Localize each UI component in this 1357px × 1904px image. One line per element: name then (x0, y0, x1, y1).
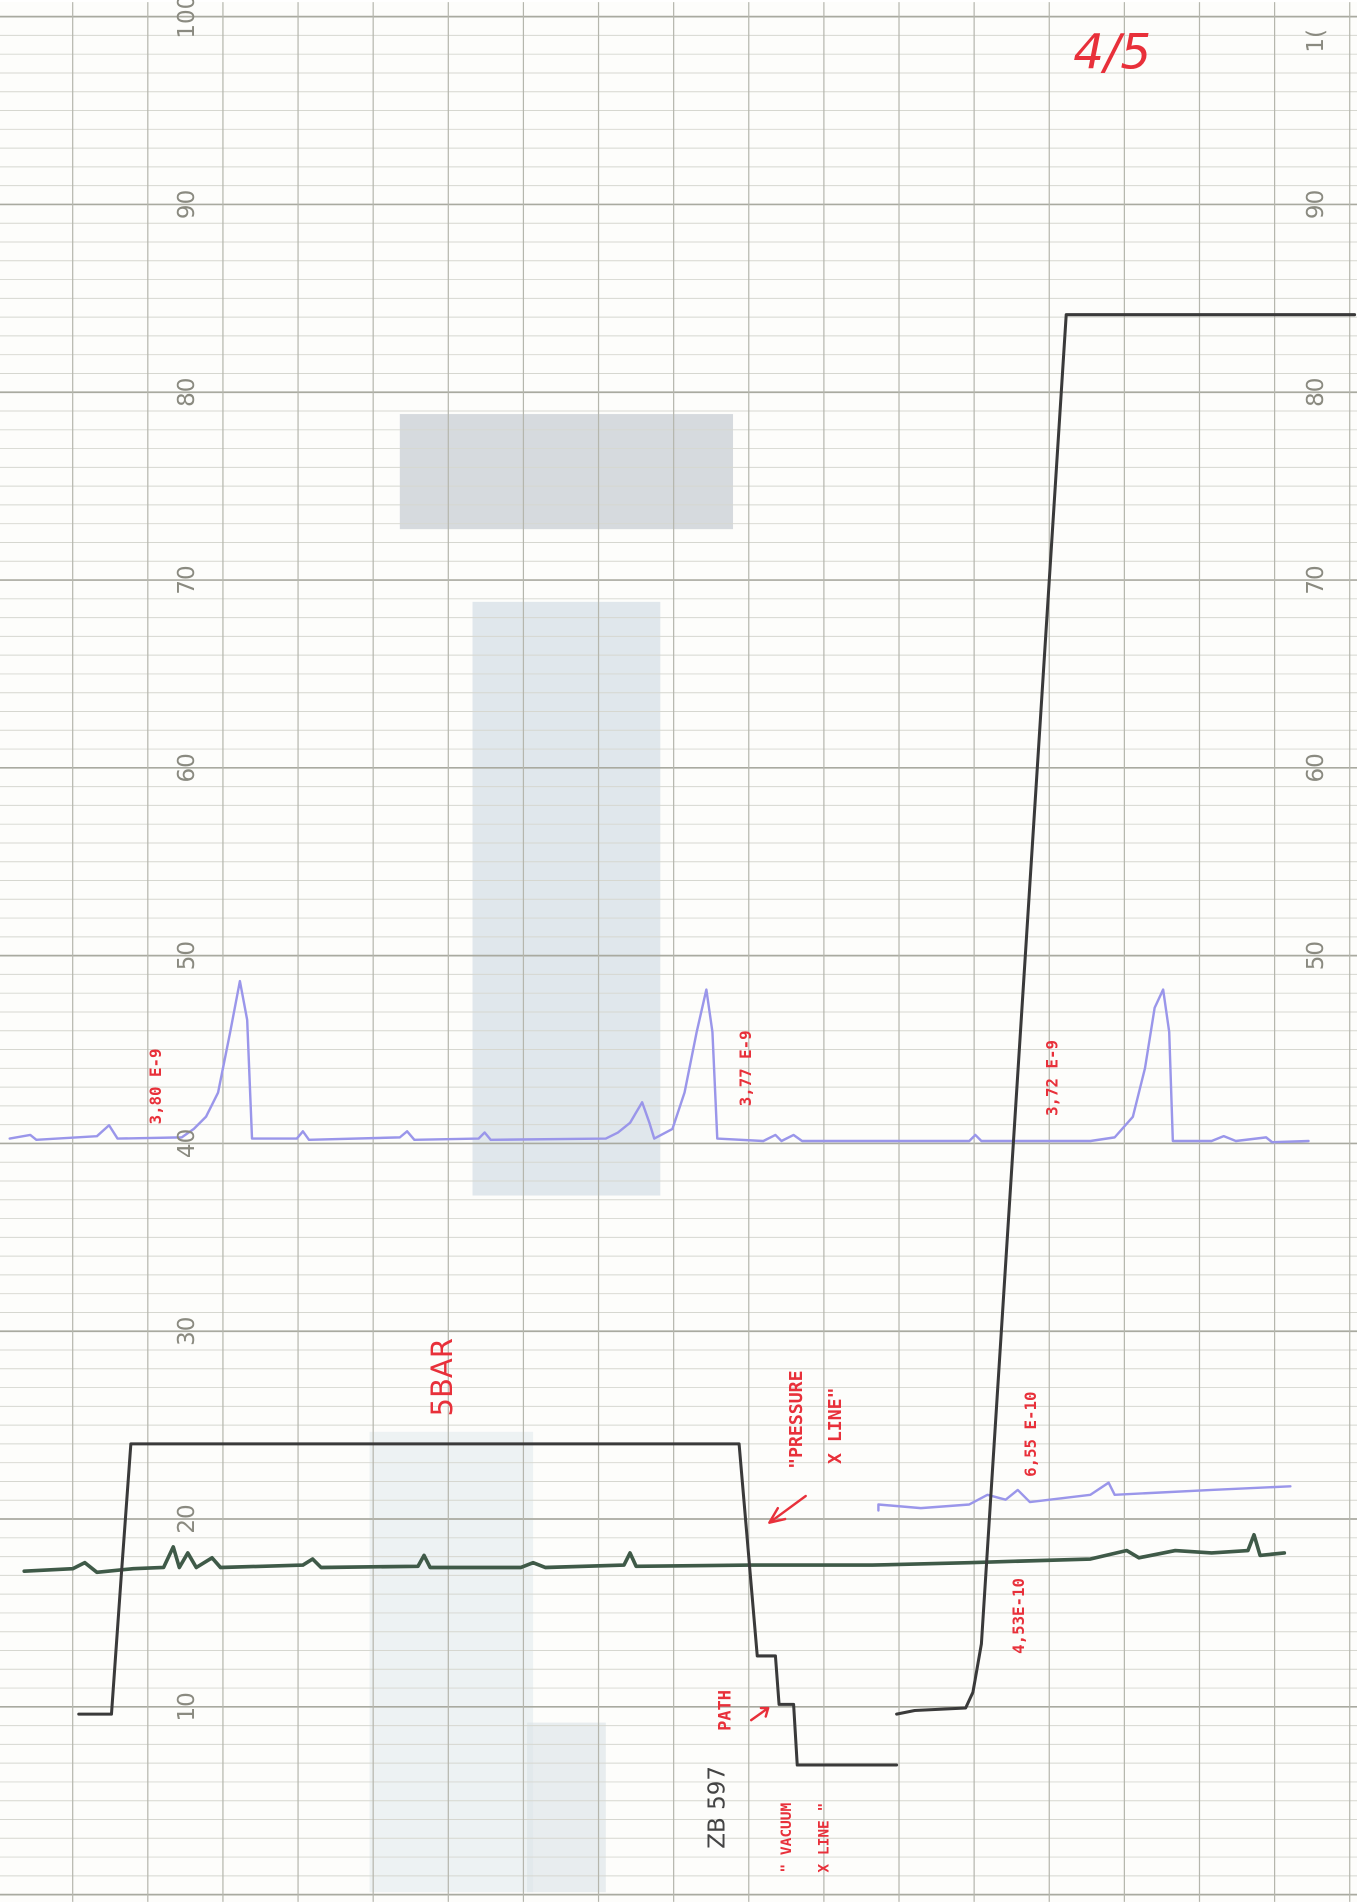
arrow (749, 1706, 770, 1722)
annotation: 3,72 E-9 (1043, 1040, 1062, 1116)
annotation: 4,53E-10 (1009, 1578, 1028, 1654)
left-scale-label: 70 (174, 565, 200, 594)
right-scale-label: 1( (1303, 29, 1329, 53)
left-scale-label: 50 (174, 941, 200, 970)
annotation: "PRESSURE (786, 1370, 807, 1468)
smudge (527, 1722, 606, 1893)
left-scale-label: 60 (174, 753, 200, 782)
left-scale-label: 20 (174, 1504, 200, 1533)
annotation: 6,55 E-10 (1021, 1392, 1040, 1477)
green-trace (22, 1532, 1287, 1575)
blue-trace-lower (877, 1481, 1292, 1512)
annotation: " VACUUM (779, 1802, 795, 1872)
left-scale-label: 90 (174, 190, 200, 219)
annotation: 3,77 E-9 (736, 1030, 755, 1106)
smudges (369, 414, 734, 1893)
annotations: 4/5 3,80 E-9 3,77 E-9 3,72 E-9 5BAR "PRE… (146, 0, 1329, 1873)
left-scale-label: 30 (174, 1317, 200, 1346)
annotation: 3,80 E-9 (146, 1049, 165, 1125)
black-trace-a (77, 1442, 899, 1767)
smudge (472, 601, 661, 1196)
black-trace-b (895, 313, 1357, 1716)
chart-id: ZB 597 (705, 1766, 731, 1849)
left-scale-label: 100 (174, 0, 200, 39)
smudge (369, 1431, 534, 1893)
left-scale-label: 40 (174, 1129, 200, 1158)
left-scale-label: 80 (174, 378, 200, 407)
right-scale-label: 90 (1303, 190, 1329, 219)
annotation: X LINE " (817, 1803, 833, 1873)
blue-trace-upper (8, 979, 1310, 1144)
right-scale-label: 80 (1303, 378, 1329, 407)
right-scale-label: 60 (1303, 753, 1329, 782)
right-scale-label: 50 (1303, 941, 1329, 970)
annotation: X LINE" (825, 1387, 846, 1464)
annotation: PATH (715, 1690, 735, 1731)
traces (8, 313, 1357, 1767)
smudge (399, 414, 734, 530)
right-scale-label: 70 (1303, 565, 1329, 594)
left-scale-label: 10 (174, 1692, 200, 1721)
page-number: 4/5 (1073, 25, 1151, 81)
annotation: 5BAR (425, 1338, 459, 1417)
arrow (768, 1494, 807, 1524)
